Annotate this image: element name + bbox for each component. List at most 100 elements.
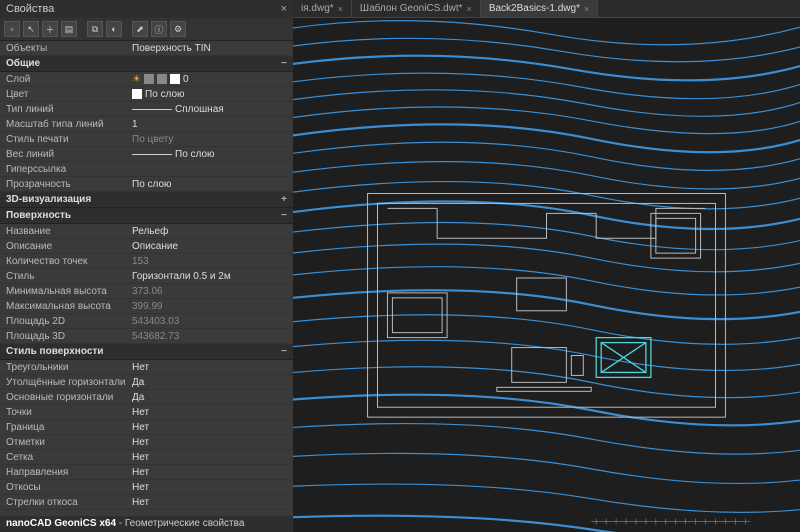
row-desc[interactable]: ОписаниеОписание xyxy=(0,239,293,254)
row-style[interactable]: СтильГоризонтали 0.5 и 2м xyxy=(0,269,293,284)
properties-panel: Свойства × ▫ ↖ ＋ ▤ ⧉ ◐ ⬈ ⓘ ⚙ Объекты Пов… xyxy=(0,0,293,516)
close-icon[interactable]: × xyxy=(338,4,343,14)
panel-title-text: Свойства xyxy=(6,3,54,15)
section-title: Поверхность xyxy=(6,210,71,221)
tool-paint-icon[interactable]: ◐ xyxy=(106,21,122,37)
label: Сетка xyxy=(0,452,128,463)
label: Количество точек xyxy=(0,256,128,267)
section-title: Общие xyxy=(6,58,40,69)
row-lineweight[interactable]: Вес линий По слою xyxy=(0,147,293,162)
row-area2d[interactable]: Площадь 2D543403.03 xyxy=(0,314,293,329)
tool-pick-icon[interactable]: ⬈ xyxy=(132,21,148,37)
line-sample-icon xyxy=(132,109,172,110)
label: Точки xyxy=(0,407,128,418)
row-plotstyle[interactable]: Стиль печатиПо цвету xyxy=(0,132,293,147)
section-general[interactable]: Общие − xyxy=(0,56,293,72)
label: Стиль печати xyxy=(0,134,128,145)
tab-label: Back2Basics-1.dwg* xyxy=(489,3,580,14)
label: Основные горизонтали xyxy=(0,392,128,403)
close-icon[interactable]: × xyxy=(467,4,472,14)
value: Нет xyxy=(128,437,293,448)
tab-doc-1[interactable]: Шаблон GeoniCS.dwt* × xyxy=(352,0,481,17)
tool-info-icon[interactable]: ⓘ xyxy=(151,21,167,37)
row-points-display[interactable]: ТочкиНет xyxy=(0,405,293,420)
value: Нет xyxy=(128,452,293,463)
value: Да xyxy=(128,377,293,388)
value: Сплошная xyxy=(128,104,293,115)
row-area3d[interactable]: Площадь 3D543682.73 xyxy=(0,329,293,344)
row-slopes[interactable]: ОткосыНет xyxy=(0,480,293,495)
section-surface[interactable]: Поверхность − xyxy=(0,208,293,224)
row-triangles[interactable]: ТреугольникиНет xyxy=(0,360,293,375)
tool-filter-icon[interactable]: ▤ xyxy=(61,21,77,37)
value: Нет xyxy=(128,422,293,433)
row-maxz[interactable]: Максимальная высота399.99 xyxy=(0,299,293,314)
color-swatch-icon xyxy=(170,74,180,84)
drawing-canvas[interactable] xyxy=(293,18,800,532)
collapse-icon[interactable]: − xyxy=(281,58,287,69)
tool-copy-icon[interactable]: ⧉ xyxy=(87,21,103,37)
row-main-contours[interactable]: Основные горизонталиДа xyxy=(0,390,293,405)
row-minz[interactable]: Минимальная высота373.06 xyxy=(0,284,293,299)
properties-toolbar: ▫ ↖ ＋ ▤ ⧉ ◐ ⬈ ⓘ ⚙ xyxy=(0,18,293,41)
collapse-icon[interactable]: − xyxy=(281,346,287,357)
tool-plus-icon[interactable]: ＋ xyxy=(42,21,58,37)
row-slope-arrows[interactable]: Стрелки откосаНет xyxy=(0,495,293,510)
row-hyperlink[interactable]: Гиперссылка xyxy=(0,162,293,177)
label: Объекты xyxy=(0,43,128,54)
section-title: 3D-визуализация xyxy=(6,194,91,205)
row-thick-contours[interactable]: Утолщённые горизонталиДа xyxy=(0,375,293,390)
value: 373.06 xyxy=(128,286,293,297)
expand-icon[interactable]: + xyxy=(281,194,287,205)
value: 399.99 xyxy=(128,301,293,312)
tab-doc-0[interactable]: ія.dwg* × xyxy=(293,0,352,17)
document-tabs: ія.dwg* × Шаблон GeoniCS.dwt* × Back2Basic… xyxy=(293,0,800,18)
label: Масштаб типа линий xyxy=(0,119,128,130)
row-marks[interactable]: ОтметкиНет xyxy=(0,435,293,450)
row-lscale[interactable]: Масштаб типа линий1 xyxy=(0,117,293,132)
value: По цвету xyxy=(128,134,293,145)
close-icon[interactable]: × xyxy=(584,4,589,14)
row-transparency[interactable]: ПрозрачностьПо слою xyxy=(0,177,293,192)
linetype-value: Сплошная xyxy=(175,104,224,115)
lineweight-value: По слою xyxy=(175,149,215,160)
app-name: nanoCAD GeoniCS x64 xyxy=(6,518,116,529)
label: Треугольники xyxy=(0,362,128,373)
section-title: Стиль поверхности xyxy=(6,346,103,357)
color-value: По слою xyxy=(145,89,185,100)
row-grid[interactable]: СеткаНет xyxy=(0,450,293,465)
row-color[interactable]: Цвет По слою xyxy=(0,87,293,102)
label: Граница xyxy=(0,422,128,433)
label: Площадь 2D xyxy=(0,316,128,327)
label: Площадь 3D xyxy=(0,331,128,342)
row-points[interactable]: Количество точек153 xyxy=(0,254,293,269)
value: 543403.03 xyxy=(128,316,293,327)
row-border[interactable]: ГраницаНет xyxy=(0,420,293,435)
close-icon[interactable]: × xyxy=(281,3,287,15)
section-3dviz[interactable]: 3D-визуализация + xyxy=(0,192,293,208)
value: Описание xyxy=(128,241,293,252)
tab-label: Шаблон GeoniCS.dwt* xyxy=(360,3,463,14)
status-context: Геометрические свойства xyxy=(125,518,244,529)
collapse-icon[interactable]: − xyxy=(281,210,287,221)
tab-doc-2[interactable]: Back2Basics-1.dwg* × xyxy=(481,0,598,17)
lock-icon xyxy=(157,74,167,84)
row-name[interactable]: НазваниеРельеф xyxy=(0,224,293,239)
freeze-icon xyxy=(144,74,154,84)
tool-select-icon[interactable]: ▫ xyxy=(4,21,20,37)
row-layer[interactable]: Слой ☀0 xyxy=(0,72,293,87)
value: Нет xyxy=(128,482,293,493)
tool-settings-icon[interactable]: ⚙ xyxy=(170,21,186,37)
value: Нет xyxy=(128,497,293,508)
value: Нет xyxy=(128,467,293,478)
value: 153 xyxy=(128,256,293,267)
tool-cursor-icon[interactable]: ↖ xyxy=(23,21,39,37)
label: Откосы xyxy=(0,482,128,493)
layer-value: 0 xyxy=(183,74,189,85)
label: Стрелки откоса xyxy=(0,497,128,508)
tab-label: ія.dwg* xyxy=(301,3,334,14)
section-surface-style[interactable]: Стиль поверхности − xyxy=(0,344,293,360)
row-objects[interactable]: Объекты Поверхность TIN xyxy=(0,41,293,56)
row-linetype[interactable]: Тип линий Сплошная xyxy=(0,102,293,117)
row-directions[interactable]: НаправленияНет xyxy=(0,465,293,480)
